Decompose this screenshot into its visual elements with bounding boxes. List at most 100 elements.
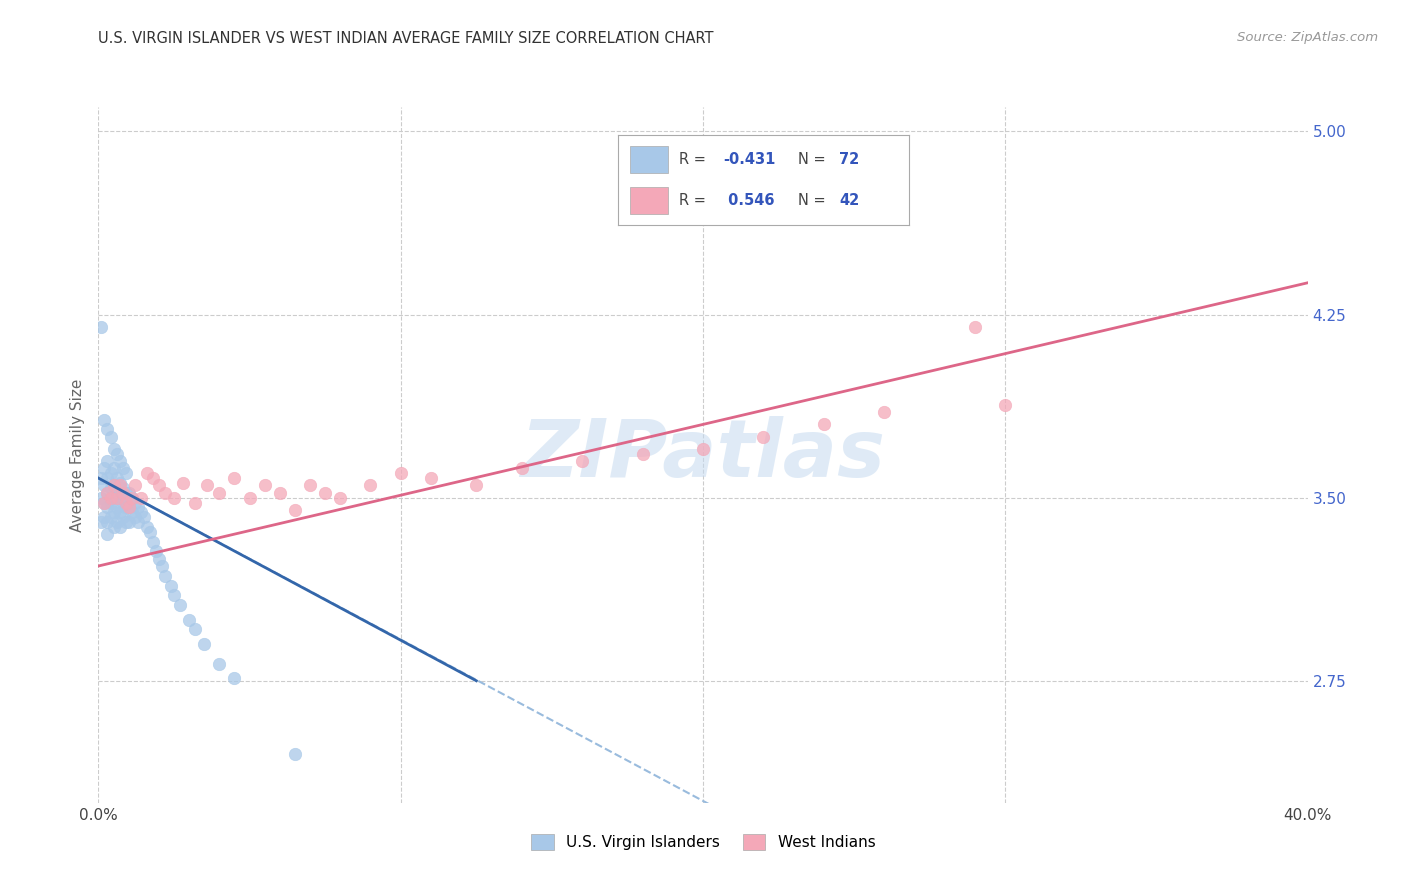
Point — [160, 578, 183, 592]
Point — [145, 544, 167, 558]
Point — [103, 478, 125, 492]
Point — [114, 515, 136, 529]
Point — [108, 491, 131, 505]
Point — [105, 515, 128, 529]
Bar — [630, 187, 668, 214]
Point — [139, 524, 162, 539]
Text: R =: R = — [679, 152, 711, 167]
Point — [111, 495, 134, 509]
Point — [108, 478, 131, 492]
Text: ZIPatlas: ZIPatlas — [520, 416, 886, 494]
Point — [93, 495, 115, 509]
Point — [239, 491, 262, 505]
Point — [96, 454, 118, 468]
Point — [111, 510, 134, 524]
Point — [813, 417, 835, 432]
Point — [100, 429, 122, 443]
Point — [114, 485, 136, 500]
Point — [105, 485, 128, 500]
Point — [103, 491, 125, 505]
Text: -0.431: -0.431 — [723, 152, 775, 167]
Point — [96, 485, 118, 500]
Point — [96, 422, 118, 436]
Point — [114, 495, 136, 509]
Bar — [630, 145, 668, 173]
Point — [105, 471, 128, 485]
Point — [142, 471, 165, 485]
Point — [111, 485, 134, 500]
Point — [208, 485, 231, 500]
Point — [153, 485, 176, 500]
Point — [93, 478, 115, 492]
Point — [299, 478, 322, 492]
Point — [103, 520, 125, 534]
Point — [93, 495, 115, 509]
Text: U.S. VIRGIN ISLANDER VS WEST INDIAN AVERAGE FAMILY SIZE CORRELATION CHART: U.S. VIRGIN ISLANDER VS WEST INDIAN AVER… — [98, 31, 714, 46]
Text: R =: R = — [679, 194, 711, 209]
Point — [269, 485, 291, 500]
Point — [253, 478, 276, 492]
Text: 0.546: 0.546 — [723, 194, 775, 209]
Point — [114, 500, 136, 515]
Point — [132, 510, 155, 524]
Point — [752, 429, 775, 443]
Point — [329, 491, 352, 505]
Point — [224, 671, 246, 685]
Point — [105, 500, 128, 515]
Point — [177, 613, 201, 627]
Point — [103, 461, 125, 475]
Point — [96, 500, 118, 515]
Point — [124, 510, 146, 524]
Y-axis label: Average Family Size: Average Family Size — [69, 378, 84, 532]
Text: N =: N = — [799, 152, 831, 167]
Point — [172, 475, 194, 490]
Point — [93, 461, 115, 475]
Point — [135, 520, 157, 534]
Point — [124, 495, 146, 509]
Legend: U.S. Virgin Islanders, West Indians: U.S. Virgin Islanders, West Indians — [523, 827, 883, 858]
Point — [142, 534, 165, 549]
Point — [510, 461, 533, 475]
Point — [994, 398, 1017, 412]
Point — [571, 454, 593, 468]
Text: Source: ZipAtlas.com: Source: ZipAtlas.com — [1237, 31, 1378, 45]
Point — [153, 568, 176, 582]
Point — [360, 478, 382, 492]
Point — [121, 491, 143, 505]
Point — [111, 461, 134, 475]
Text: 42: 42 — [839, 194, 859, 209]
Point — [90, 471, 112, 485]
Point — [111, 481, 134, 495]
Point — [103, 442, 125, 456]
Point — [195, 478, 218, 492]
Point — [631, 447, 654, 461]
Point — [419, 471, 441, 485]
Point — [224, 471, 246, 485]
Point — [114, 467, 136, 481]
Point — [193, 637, 215, 651]
Point — [129, 491, 152, 505]
Point — [100, 481, 122, 495]
Point — [121, 505, 143, 519]
Point — [169, 598, 191, 612]
Point — [108, 505, 131, 519]
Point — [314, 485, 336, 500]
Point — [118, 515, 141, 529]
Point — [103, 505, 125, 519]
Point — [465, 478, 488, 492]
Point — [135, 467, 157, 481]
Point — [965, 319, 987, 334]
Point — [90, 319, 112, 334]
Point — [105, 491, 128, 505]
Point — [100, 495, 122, 509]
Point — [96, 527, 118, 541]
Point — [108, 475, 131, 490]
Point — [129, 505, 152, 519]
Point — [93, 510, 115, 524]
Point — [389, 467, 412, 481]
Point — [118, 500, 141, 515]
Point — [150, 559, 173, 574]
Point — [184, 623, 207, 637]
Point — [124, 478, 146, 492]
Point — [148, 551, 170, 566]
